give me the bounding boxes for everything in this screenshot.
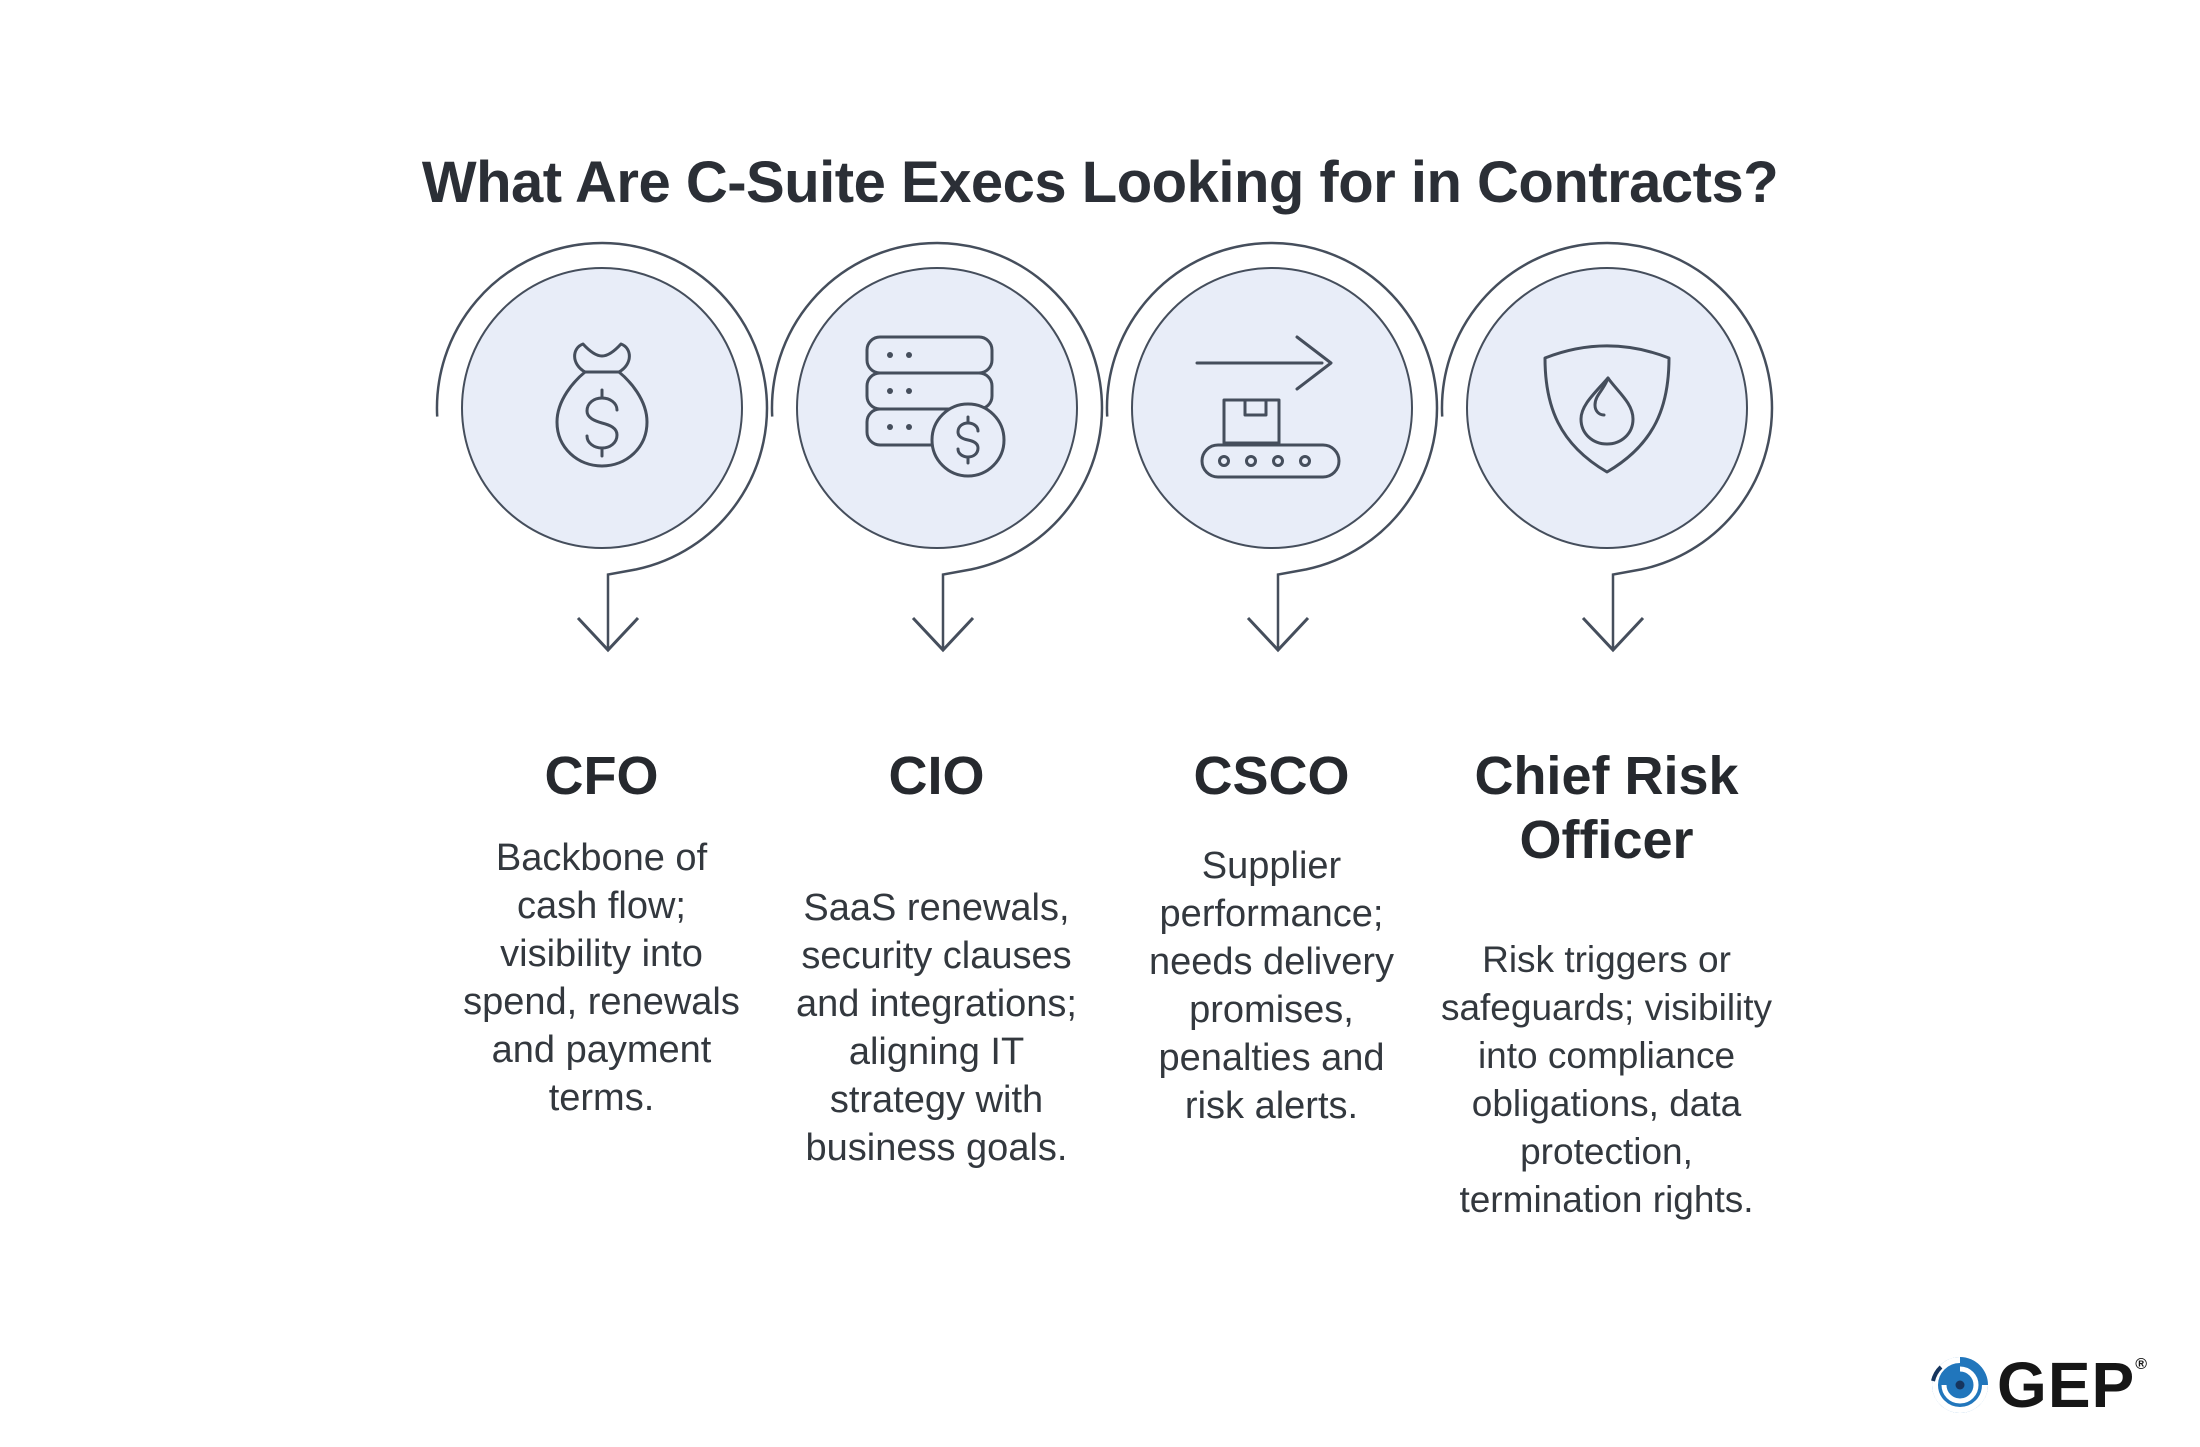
- circle-unit-cio: [770, 241, 1103, 653]
- role-description-csco: Supplier performance; needs delivery pro…: [1148, 845, 1395, 1127]
- money-bag-dollar-icon: [555, 342, 648, 468]
- column-csco: CSCO Supplier performance; needs deliver…: [1104, 240, 1439, 1224]
- shield-flame-icon: [1543, 344, 1670, 474]
- column-chief-risk-officer: Chief Risk Officer Risk triggers or safe…: [1439, 240, 1774, 1224]
- role-heading-cfo: CFO: [544, 746, 659, 806]
- icon-circle: [1130, 267, 1413, 549]
- conveyor-box-icon: [1195, 335, 1340, 479]
- role-description-cfo: Backbone of cash flow; visibility into s…: [463, 837, 740, 1119]
- gep-swirl-icon: [1931, 1357, 1989, 1413]
- role-description-cro: Risk triggers or safeguards; visibility …: [1440, 939, 1773, 1220]
- icon-circle: [1465, 267, 1748, 549]
- page-title: What Are C-Suite Execs Looking for in Co…: [421, 149, 1779, 215]
- role-description-cio: SaaS renewals, security clauses and inte…: [796, 887, 1077, 1169]
- ring-arrow: [1440, 241, 1773, 653]
- ring-arrow: [1105, 241, 1438, 653]
- role-heading-cro: Chief Risk Officer: [1474, 746, 1739, 870]
- gep-logo-text: GEP®: [1997, 1353, 2148, 1417]
- circle-unit-csco: [1105, 241, 1438, 653]
- role-heading-csco: CSCO: [1193, 746, 1350, 806]
- column-cfo: CFO Backbone of cash flow; visibility in…: [434, 240, 769, 1224]
- infographic-columns: CFO Backbone of cash flow; visibility in…: [434, 240, 1774, 1224]
- ring-arrow: [770, 241, 1103, 653]
- gep-logo: GEP®: [1931, 1353, 2148, 1417]
- server-dollar-icon: [865, 335, 1005, 478]
- registered-mark: ®: [2135, 1356, 2148, 1373]
- column-cio: CIO SaaS renewals, security clauses and …: [769, 240, 1104, 1224]
- circle-unit-cfo: [435, 241, 768, 653]
- role-heading-cio: CIO: [888, 746, 985, 806]
- icon-circle: [460, 267, 743, 549]
- circle-unit-cro: [1440, 241, 1773, 653]
- gep-wordmark: GEP: [1997, 1349, 2136, 1421]
- ring-arrow: [435, 241, 768, 653]
